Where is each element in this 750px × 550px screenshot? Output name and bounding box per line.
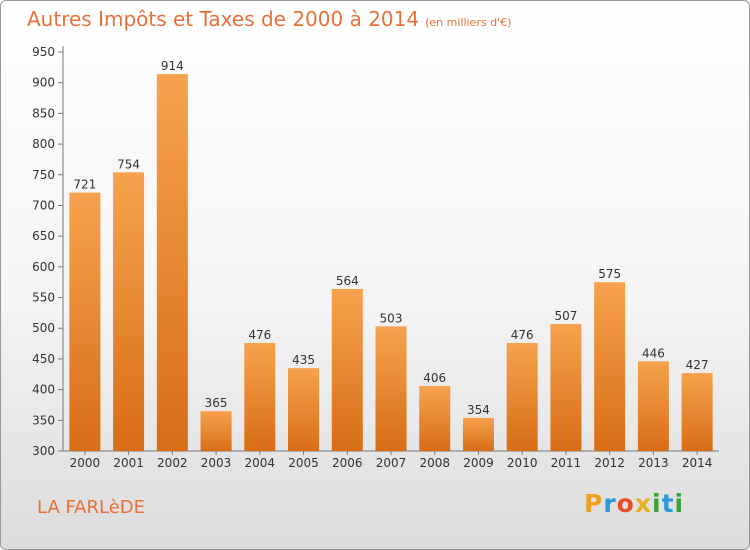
city-name: LA FARLèDE xyxy=(37,497,146,518)
x-tick-label: 2000 xyxy=(70,456,101,470)
data-label-2014: 427 xyxy=(686,358,709,372)
data-label-2006: 564 xyxy=(336,274,359,288)
bar-2008 xyxy=(419,385,451,451)
data-label-2013: 446 xyxy=(642,346,665,360)
y-tick-label: 700 xyxy=(32,198,55,212)
y-tick-label: 950 xyxy=(32,45,55,59)
y-tick-label: 650 xyxy=(32,229,55,243)
bar-2011 xyxy=(550,323,582,451)
data-label-2009: 354 xyxy=(467,403,490,417)
y-tick-label: 300 xyxy=(32,444,55,458)
chart-title: Autres Impôts et Taxes de 2000 à 2014 xyxy=(27,7,420,31)
bar-2013 xyxy=(637,361,669,451)
y-tick-label: 800 xyxy=(32,137,55,151)
y-tick-label: 750 xyxy=(32,168,55,182)
chart-subtitle: (en milliers d'€) xyxy=(425,16,512,29)
bar-2000 xyxy=(69,192,101,451)
data-label-2002: 914 xyxy=(161,59,184,73)
x-tick-label: 2012 xyxy=(594,456,625,470)
data-label-2000: 721 xyxy=(73,178,96,192)
data-label-2010: 476 xyxy=(511,328,534,342)
y-tick-label: 500 xyxy=(32,321,55,335)
x-tick-label: 2006 xyxy=(332,456,363,470)
bar-2009 xyxy=(462,417,494,451)
data-label-2003: 365 xyxy=(205,396,228,410)
y-tick-label: 600 xyxy=(32,260,55,274)
data-label-2007: 503 xyxy=(380,311,403,325)
x-tick-label: 2013 xyxy=(638,456,669,470)
proxiti-logo: Proxiti xyxy=(584,489,685,518)
x-tick-label: 2010 xyxy=(507,456,538,470)
data-label-2005: 435 xyxy=(292,353,315,367)
x-tick-label: 2011 xyxy=(551,456,582,470)
bar-2005 xyxy=(288,368,320,451)
data-label-2004: 476 xyxy=(248,328,271,342)
y-tick-label: 450 xyxy=(32,352,55,366)
x-tick-label: 2007 xyxy=(376,456,407,470)
bar-2014 xyxy=(681,373,713,451)
bar-2010 xyxy=(506,342,538,451)
bar-2001 xyxy=(113,172,145,451)
x-tick-label: 2004 xyxy=(245,456,276,470)
data-label-2008: 406 xyxy=(423,371,446,385)
bar-2012 xyxy=(594,282,626,451)
x-tick-label: 2001 xyxy=(113,456,144,470)
y-tick-label: 350 xyxy=(32,413,55,427)
bar-2006 xyxy=(331,288,363,451)
bar-2004 xyxy=(244,342,276,451)
y-tick-label: 850 xyxy=(32,106,55,120)
x-tick-label: 2008 xyxy=(419,456,450,470)
y-tick-label: 900 xyxy=(32,76,55,90)
x-tick-label: 2003 xyxy=(201,456,232,470)
x-tick-label: 2014 xyxy=(682,456,713,470)
x-tick-label: 2002 xyxy=(157,456,188,470)
y-tick-label: 400 xyxy=(32,383,55,397)
data-label-2012: 575 xyxy=(598,267,621,281)
x-tick-label: 2009 xyxy=(463,456,494,470)
bar-2003 xyxy=(200,411,232,451)
bar-2002 xyxy=(156,74,188,452)
data-label-2011: 507 xyxy=(554,309,577,323)
y-tick-label: 550 xyxy=(32,291,55,305)
x-tick-label: 2005 xyxy=(288,456,319,470)
chart-title-block: Autres Impôts et Taxes de 2000 à 2014 (en… xyxy=(27,7,511,31)
bar-2007 xyxy=(375,326,407,451)
data-label-2001: 754 xyxy=(117,157,140,171)
